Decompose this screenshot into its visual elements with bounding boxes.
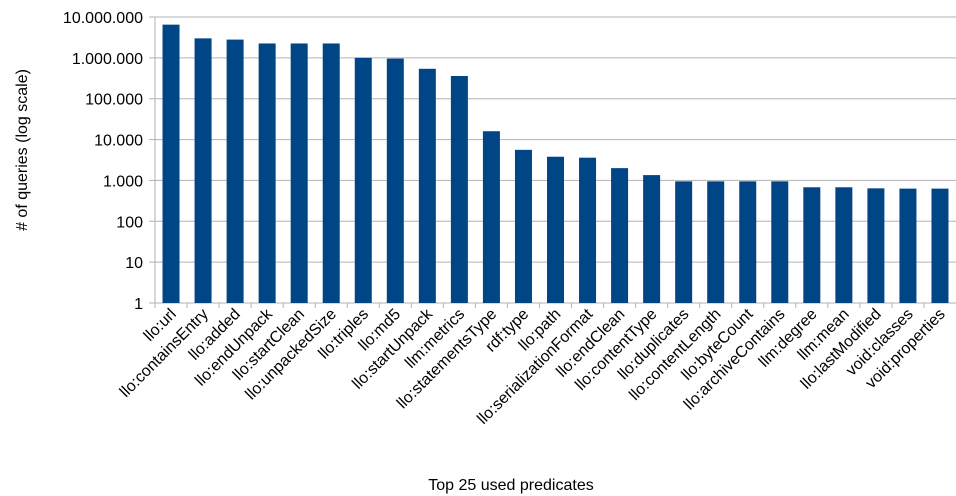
bar-llm-degree (803, 187, 821, 303)
bar-llo-lastmodified (867, 188, 885, 303)
bar-llo-path (547, 156, 564, 303)
bar-llo-startunpack (418, 68, 436, 303)
bar-llo-startclean (290, 43, 308, 304)
y-tick-label: 10 (125, 255, 143, 272)
bar-llo-added (226, 39, 244, 303)
x-axis-title: Top 25 used predicates (428, 477, 593, 494)
bar-llo-statementstype (482, 131, 500, 303)
y-axis-title: # of queries (log scale) (14, 69, 31, 231)
y-axis-ticks: 1 10 100 1.000 10.000 100.000 1.000.000 10.000.… (63, 10, 143, 313)
x-axis-category-labels: llo:urlllo:containsEntryllo:addedllo:end… (117, 305, 949, 428)
bar-series (162, 24, 949, 304)
bar-llo-contenttype (643, 175, 661, 303)
bar-llo-duplicates (675, 181, 693, 303)
bar-rdf-type (514, 149, 532, 303)
bar-llm-mean (835, 187, 853, 303)
y-tick-label: 10.000.000 (63, 10, 143, 27)
bar-llo-endunpack (258, 43, 276, 304)
y-tick-label: 1.000.000 (72, 51, 143, 68)
bar-llo-containsentry (194, 38, 212, 303)
bar-llo-endclean (611, 168, 629, 303)
bar-llo-url (162, 24, 180, 303)
bar-llo-serializationformat (579, 157, 597, 303)
y-tick-label: 10.000 (94, 133, 143, 150)
bar-void-properties (931, 188, 949, 303)
gridlines (149, 16, 956, 308)
y-tick-label: 1.000 (103, 173, 143, 190)
bar-llo-triples (354, 57, 372, 303)
bar-llo-md5 (386, 58, 404, 304)
y-tick-label: 100.000 (85, 92, 143, 109)
bar-void-classes (899, 188, 917, 303)
bar-llo-archivecontains (771, 181, 789, 303)
bar-llm-metrics (450, 75, 468, 303)
bar-llo-unpackedsize (322, 43, 340, 304)
y-tick-label: 100 (116, 214, 143, 231)
bar-llo-contentlength (707, 181, 725, 303)
bar-llo-bytecount (739, 181, 757, 303)
y-tick-label: 1 (134, 296, 143, 313)
